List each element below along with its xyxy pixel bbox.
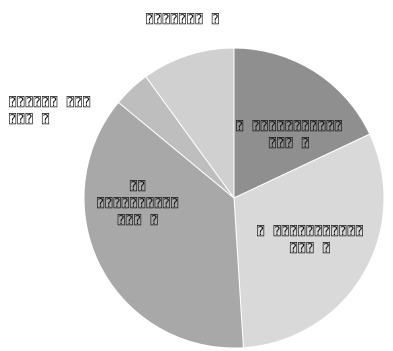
slice-label-upper-left: ⍰⍰⍰⍰⍰⍰ ⍰⍰⍰ ⍰⍰⍰ ⍰ xyxy=(9,95,92,126)
slice-label-right-bottom: ⍰ ⍰⍰⍰⍰⍰⍰⍰⍰⍰⍰⍰ ⍰⍰⍰ ⍰ xyxy=(257,224,364,255)
pie-slice-0 xyxy=(233,47,371,199)
pie-slice-4 xyxy=(145,47,235,200)
slice-label-right-top: ⍰ ⍰⍰⍰⍰⍰⍰⍰⍰⍰⍰⍰ ⍰⍰⍰ ⍰ xyxy=(236,119,343,150)
pie-slice-2 xyxy=(83,101,244,349)
slice-label-left: ⍰⍰ ⍰⍰⍰⍰⍰⍰⍰⍰⍰⍰ ⍰⍰⍰ ⍰ xyxy=(97,179,180,227)
slice-label-top: ⍰⍰⍰⍰⍰⍰⍰ ⍰ xyxy=(146,12,221,26)
pie-slice-1 xyxy=(233,133,385,349)
